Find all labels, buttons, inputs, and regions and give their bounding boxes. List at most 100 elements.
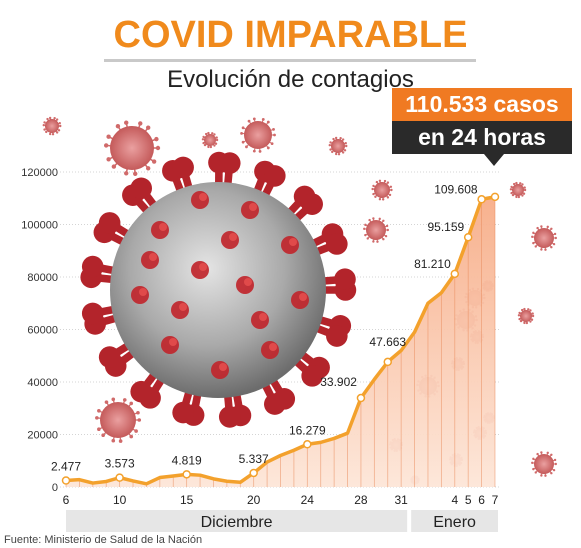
- virus-protein-highlight: [259, 313, 267, 321]
- virus-spike-tip: [261, 117, 265, 121]
- virus-spike-tip: [106, 157, 111, 162]
- virus-spike-tip: [532, 241, 535, 245]
- virus-spike-tip: [201, 138, 205, 141]
- virus-spike-tip: [218, 406, 241, 428]
- virus-body: [512, 184, 524, 196]
- y-tick-label: 120000: [21, 167, 58, 179]
- virus-spike-tip: [57, 129, 61, 132]
- virus-protein: [251, 311, 269, 329]
- virus-spike-tip: [145, 166, 151, 171]
- virus-spike-tip: [301, 193, 323, 215]
- virus-spike-tip: [172, 401, 194, 424]
- virus-spike-tip: [129, 434, 134, 439]
- virus-spike-tip: [532, 231, 535, 235]
- virus-spike-tip: [523, 321, 526, 325]
- virus-spike-tip: [384, 234, 388, 238]
- virus-spike-tip: [51, 132, 55, 136]
- virus-spike-tip: [554, 236, 557, 240]
- virus-spike-tip: [389, 185, 393, 188]
- virus-protein: [191, 261, 209, 279]
- virus-spike-tip: [329, 141, 332, 144]
- virus-spike-tip: [331, 150, 334, 154]
- virus-spike-tip: [138, 121, 143, 126]
- virus-spike-tip: [388, 193, 392, 197]
- virus-spike-tip: [531, 312, 534, 315]
- virus-spike-tip: [134, 429, 138, 433]
- virus-spike-tip: [550, 246, 553, 249]
- small-virus: [363, 217, 389, 243]
- virus-spike-tip: [540, 225, 543, 228]
- virus-body: [331, 139, 345, 153]
- source-note: Fuente: Ministerio de Salud de la Nación: [4, 534, 203, 546]
- title-divider: [104, 59, 476, 62]
- virus-spike-tip: [550, 227, 553, 230]
- virus-spike-tip: [98, 346, 121, 368]
- virus-spike-tip: [266, 146, 270, 150]
- virus-spike-tip: [213, 133, 216, 136]
- virus-spike-tip: [510, 191, 513, 195]
- virus-spike-tip: [111, 397, 116, 402]
- virus-spike-tip: [517, 314, 521, 317]
- virus-spike-tip: [552, 468, 556, 472]
- virus-spike-tip: [111, 438, 116, 443]
- chart-title: COVID IMPARABLE: [113, 14, 468, 56]
- virus-spike-tip: [202, 141, 205, 145]
- virus-spike-tip: [241, 126, 245, 130]
- callout-pointer: [484, 154, 504, 166]
- data-label: 95.159: [427, 220, 464, 234]
- virus-spike-tip: [264, 165, 286, 187]
- virus-spike-tip: [151, 159, 157, 164]
- x-tick-label: 31: [394, 493, 408, 507]
- virus-spike-tip: [328, 143, 331, 147]
- virus-spike-tip: [332, 137, 335, 141]
- virus-spike-tip: [326, 325, 348, 347]
- virus-spike-tip: [334, 152, 338, 156]
- virus-spike-tip: [137, 418, 142, 422]
- virus-protein-highlight: [299, 293, 307, 301]
- virus-protein: [281, 236, 299, 254]
- virus-spike-tip: [519, 182, 522, 185]
- x-tick-label: 6: [478, 493, 485, 507]
- y-tick-label: 40000: [27, 377, 58, 389]
- virus-spike-tip: [241, 140, 245, 144]
- virus-spike-tip: [385, 224, 389, 228]
- virus-spike-tip: [521, 194, 524, 197]
- virus-protein-highlight: [169, 338, 177, 346]
- month-band-diciembre: [66, 510, 408, 532]
- data-point: [463, 232, 473, 242]
- virus-spike-tip: [376, 240, 379, 243]
- month-label: Enero: [433, 514, 476, 531]
- virus-spike-tip: [378, 217, 381, 221]
- data-label: 81.210: [414, 257, 451, 271]
- virus-spike-tip: [546, 451, 549, 455]
- virus-spike-tip: [334, 136, 338, 140]
- virus-spike-tip: [329, 148, 332, 151]
- virus-spike-tip: [525, 321, 529, 325]
- virus-body: [534, 228, 554, 248]
- virus-spike-tip: [372, 240, 375, 243]
- virus-spike-tip: [326, 233, 348, 255]
- virus-protein-highlight: [244, 278, 252, 286]
- virus-spike-tip: [207, 145, 210, 149]
- virus-spike-tip: [58, 121, 61, 125]
- virus-spike-tip: [59, 124, 62, 128]
- virus-spike-tip: [154, 136, 159, 142]
- data-labels: 2.477 3.573 4.819 5.337 16.279 33.902 47.663 81…: [51, 182, 478, 473]
- data-points: [61, 192, 500, 485]
- virus-spike-tip: [529, 309, 532, 312]
- y-tick-label: 80000: [27, 272, 58, 284]
- virus-spike-tip: [530, 318, 534, 321]
- virus-spike-tip: [522, 192, 526, 195]
- virus-spike-tip: [245, 145, 248, 149]
- virus-protein: [261, 341, 279, 359]
- virus-spike-tip: [375, 180, 379, 184]
- virus-spike-tip: [202, 135, 205, 139]
- virus-spike-tip: [390, 188, 393, 192]
- virus-spike-tip: [368, 218, 371, 222]
- virus-spike-tip: [45, 130, 48, 134]
- virus-spike-tip: [97, 408, 101, 413]
- virus-body: [100, 402, 136, 438]
- small-virus: [328, 136, 348, 156]
- virus-body: [534, 454, 554, 474]
- x-tick-label: 10: [113, 493, 127, 507]
